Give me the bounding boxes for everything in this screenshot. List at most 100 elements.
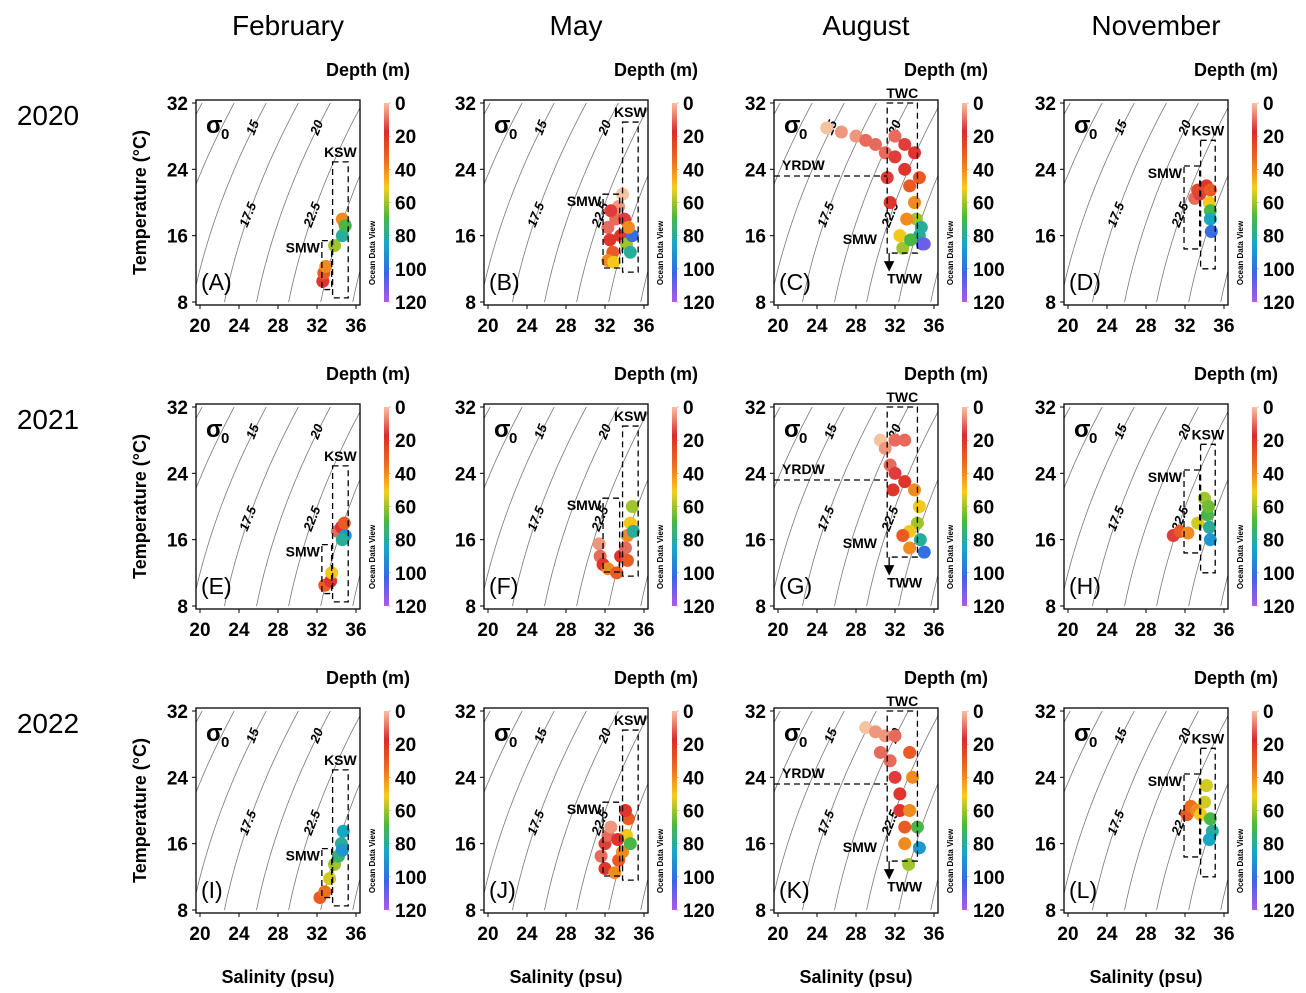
x-tick-label: 36 [633,316,654,337]
data-point [917,545,931,559]
water-mass-label: YRDW [782,461,826,477]
colorbar-tick-label: 0 [683,702,694,723]
isopycnal [1156,106,1228,303]
colorbar-tick-label: 0 [395,702,406,723]
data-point [335,533,349,547]
water-mass-box [621,729,639,881]
watermark: Ocean Data View [368,220,377,285]
data-point [626,524,640,538]
panel-label: (L) [1069,877,1097,903]
data-point [1202,520,1216,534]
column-title: November [1091,10,1220,41]
y-tick-label: 24 [1035,464,1057,485]
y-tick-label: 16 [167,531,188,552]
x-tick-label: 32 [1174,620,1195,641]
row-title: 2020 [17,100,79,131]
y-tick-label: 16 [455,531,476,552]
panel-label: (H) [1069,573,1101,599]
data-point [1191,183,1205,197]
panel-label: (J) [489,877,516,903]
water-mass-label: YRDW [782,765,826,781]
data-point [888,433,902,447]
x-tick-label: 28 [267,316,288,337]
colorbar-title: Depth (m) [614,364,698,384]
colorbar [384,103,389,302]
y-tick-label: 24 [745,768,767,789]
x-tick-label: 24 [1096,620,1118,641]
data-point [604,204,618,218]
isopycnal [224,102,299,303]
water-mass-label: TWC [886,85,918,101]
data-point [611,833,625,847]
isopycnal-label: 20 [595,117,615,138]
density-symbol: σ [206,720,222,747]
data-point [623,245,637,259]
isopycnal-label: 15 [821,421,841,441]
isopycnal [774,102,781,116]
data-point [337,516,351,530]
x-tick-label: 36 [633,924,654,945]
density-symbol: σ [206,416,222,443]
colorbar-tick-label: 100 [683,260,715,281]
colorbar-tick-label: 120 [395,901,427,922]
x-tick-label: 36 [1213,620,1234,641]
y-tick-label: 8 [1045,597,1056,618]
x-tick-label: 28 [267,924,288,945]
water-mass-box [886,102,919,254]
colorbar-tick-label: 60 [973,194,994,215]
data-point [1203,812,1217,826]
water-mass-label: KSW [614,408,647,424]
colorbar-title: Depth (m) [904,364,988,384]
y-tick-label: 8 [177,597,188,618]
water-mass-label: KSW [1192,426,1225,442]
y-tick-label: 16 [167,227,188,248]
density-subscript: 0 [1089,430,1097,447]
data-point [873,745,887,759]
water-mass-label: SMW [1148,773,1183,789]
colorbar-tick-label: 20 [683,735,704,756]
isopycnal-label: 15 [1111,117,1131,137]
isopycnal [256,102,331,303]
colorbar-tick-label: 60 [973,802,994,823]
y-tick-label: 24 [455,464,477,485]
isopycnal [834,710,909,911]
isopycnal [224,710,299,911]
isopycnal [288,714,360,911]
x-tick-label: 24 [228,924,250,945]
isopycnal-label: 17.5 [524,199,548,229]
water-mass-label: SMW [286,544,321,560]
x-tick-label: 36 [923,924,944,945]
y-tick-label: 16 [745,227,766,248]
density-subscript: 0 [509,734,517,751]
isopycnal [1064,406,1071,420]
isopycnal [1092,710,1167,911]
isopycnal [224,406,299,607]
colorbar-tick-label: 100 [683,564,715,585]
data-point [888,150,902,164]
colorbar [672,407,677,606]
x-tick-label: 24 [228,620,250,641]
colorbar-tick-label: 120 [973,901,1005,922]
density-symbol: σ [1074,112,1090,139]
y-tick-label: 24 [1035,768,1057,789]
density-symbol: σ [784,416,800,443]
x-tick-label: 28 [1135,620,1156,641]
x-tick-label: 32 [594,316,615,337]
panel-label: (B) [489,269,520,295]
y-tick-label: 24 [167,768,189,789]
isopycnal-label: 22.5 [878,503,902,534]
y-tick-label: 32 [745,94,766,115]
isopycnal-label: 17.5 [814,199,838,229]
data-point [607,255,621,269]
isopycnal [484,406,523,490]
y-tick-label: 32 [745,398,766,419]
data-point [1203,183,1217,197]
colorbar-tick-label: 120 [395,597,427,618]
isopycnal-label: 17.5 [524,503,548,533]
water-mass-box [1183,469,1201,554]
data-point [898,837,912,851]
water-mass-box [331,769,349,907]
x-tick-label: 36 [923,620,944,641]
